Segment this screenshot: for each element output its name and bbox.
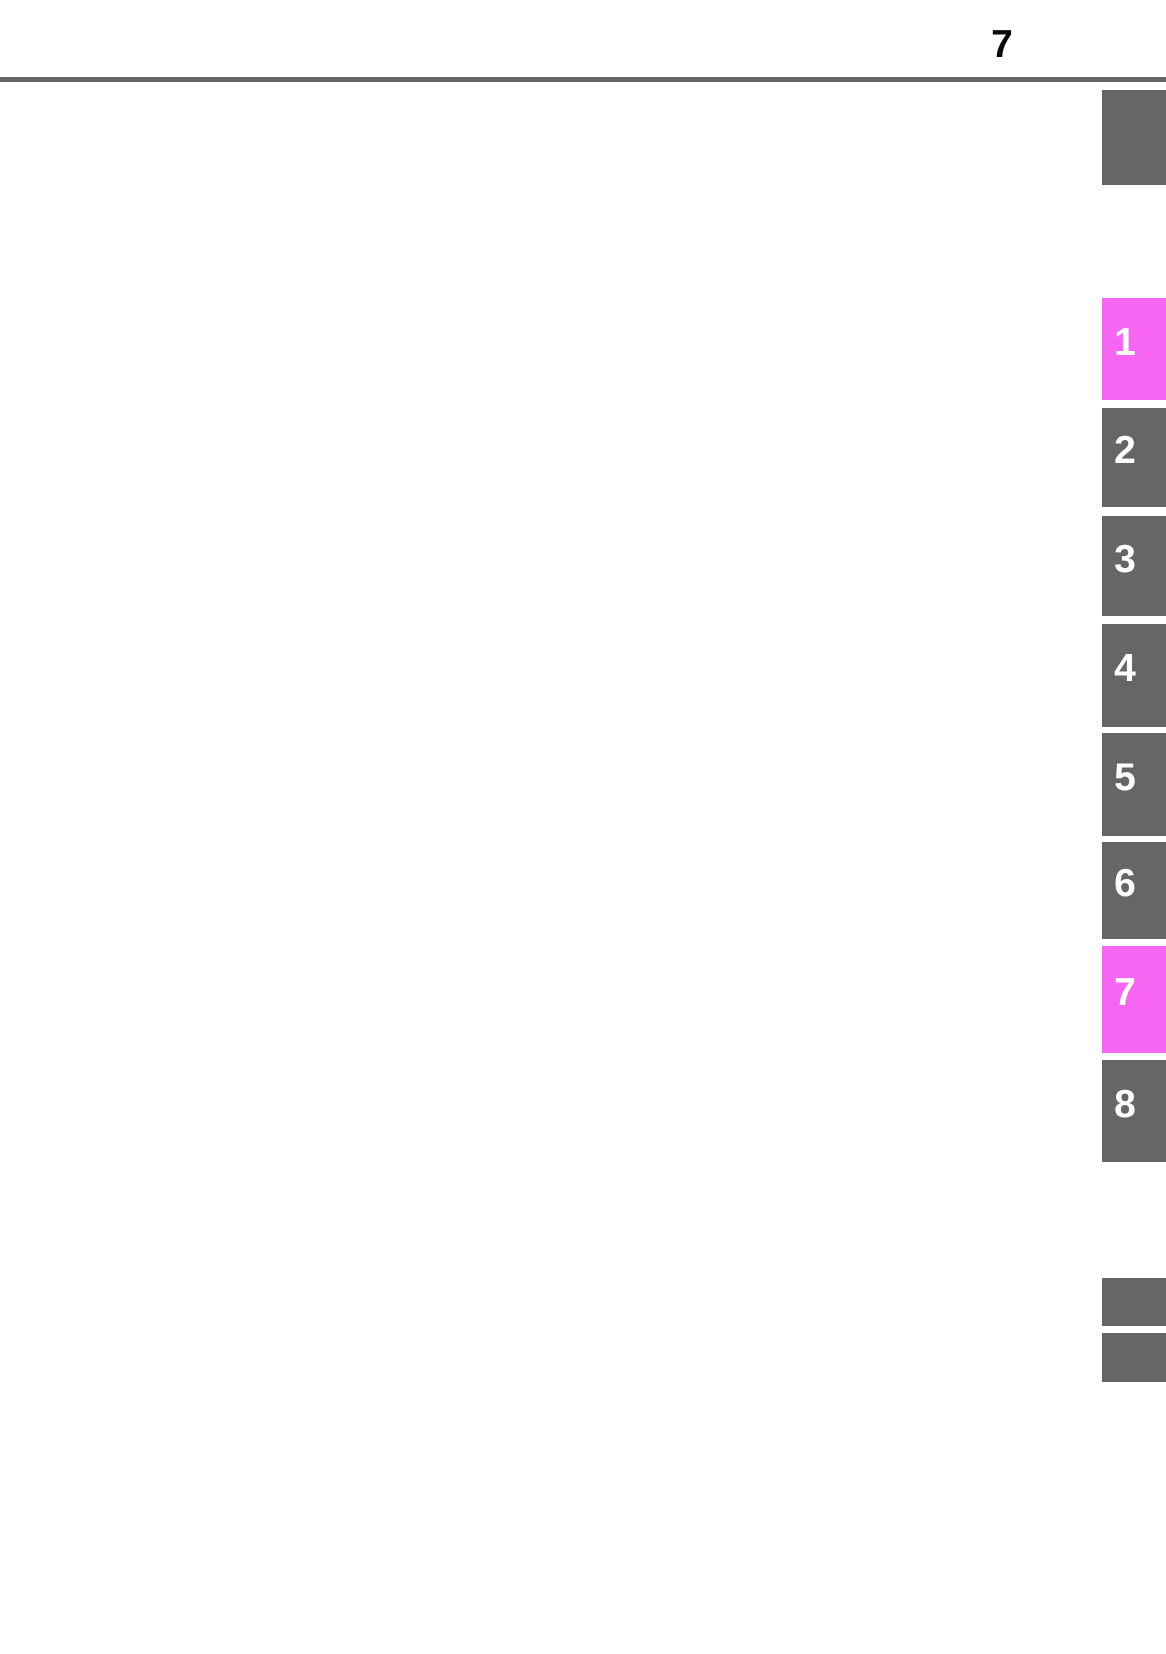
section-tab-7[interactable]: 7 — [1102, 946, 1166, 1053]
section-tab-8[interactable]: 8 — [1102, 1060, 1166, 1162]
section-tab-rail: 1 2 3 4 5 6 7 8 — [1102, 0, 1166, 1654]
page-number: 7 — [991, 23, 1013, 66]
tab-number-label: 8 — [1114, 1082, 1136, 1126]
tab-number-label: 5 — [1114, 756, 1136, 799]
section-tab-6[interactable]: 6 — [1102, 842, 1166, 939]
tab-number-label: 2 — [1114, 429, 1136, 472]
tab-spacer-bottom-2 — [1102, 1333, 1166, 1382]
section-tab-1[interactable]: 1 — [1102, 298, 1166, 400]
section-tab-4[interactable]: 4 — [1102, 624, 1166, 727]
tab-number-label: 7 — [1114, 971, 1136, 1014]
tab-number-label: 3 — [1114, 537, 1136, 581]
tab-spacer-top — [1102, 90, 1166, 185]
header-rule — [0, 77, 1166, 82]
section-tab-5[interactable]: 5 — [1102, 733, 1166, 836]
section-tab-3[interactable]: 3 — [1102, 516, 1166, 616]
section-tab-2[interactable]: 2 — [1102, 408, 1166, 507]
tab-spacer-bottom-1 — [1102, 1278, 1166, 1326]
tab-number-label: 6 — [1114, 862, 1136, 905]
tab-number-label: 4 — [1114, 647, 1136, 690]
tab-number-label: 1 — [1114, 320, 1136, 364]
